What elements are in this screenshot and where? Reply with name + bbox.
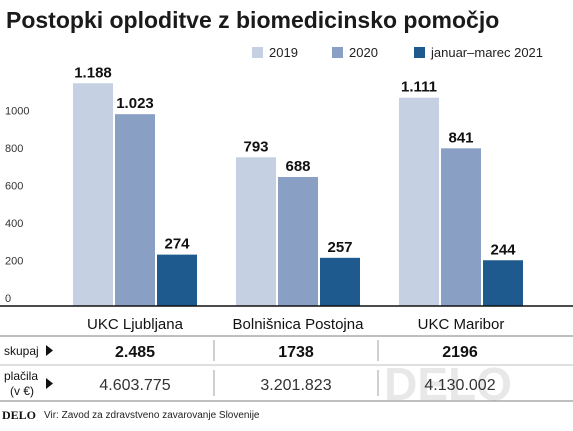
legend-label: 2020	[349, 45, 378, 60]
pay-row-label: plačila	[4, 369, 38, 383]
bar-2019-0	[73, 83, 113, 306]
bar-value-label: 257	[327, 239, 352, 256]
bar-value-label: 1.023	[116, 95, 154, 112]
y-tick-label: 600	[5, 181, 23, 193]
bar-2019-2	[399, 97, 439, 306]
legend-label: 2019	[269, 45, 298, 60]
bar-januar-marec-2021-2	[483, 260, 523, 306]
pay-value: 4.603.775	[99, 377, 170, 394]
bar-value-label: 274	[164, 236, 190, 253]
y-tick-label: 200	[5, 256, 23, 268]
y-tick-label: 800	[5, 143, 23, 155]
legend: 2019 2020 januar–marec 2021	[252, 45, 543, 60]
sum-values: 2.485 1738 2196	[115, 344, 478, 361]
legend-label: januar–marec 2021	[430, 45, 543, 60]
bar-2020-1	[278, 177, 318, 306]
y-tick-label: 0	[5, 293, 11, 305]
y-tick-label: 400	[5, 218, 23, 230]
bar-2020-0	[115, 114, 155, 306]
bar-group: 1.188 793 1.111 1.023 688 841 274 257 244	[73, 64, 523, 306]
bar-value-label: 244	[490, 241, 516, 258]
sum-value: 2196	[442, 344, 478, 361]
pay-values: 4.603.775 3.201.823 4.130.002	[99, 377, 495, 394]
chart-title: Postopki oploditve z biomedicinsko pomoč…	[6, 7, 499, 33]
bar-value-label: 841	[448, 129, 473, 146]
delo-logo: DELO	[2, 408, 36, 422]
bar-2020-2	[441, 148, 481, 306]
bar-value-label: 688	[285, 158, 310, 175]
bar-value-label: 793	[243, 138, 268, 155]
y-axis: 0 200 400 600 800 1000	[5, 106, 29, 306]
source-text: Vir: Zavod za zdravstveno zavarovanje Sl…	[44, 410, 260, 421]
sum-value: 2.485	[115, 344, 155, 361]
bar-januar-marec-2021-1	[320, 257, 360, 306]
sum-arrow-icon	[46, 345, 53, 356]
pay-value: 4.130.002	[424, 377, 495, 394]
category-labels: UKC Ljubljana Bolnišnica Postojna UKC Mari…	[87, 316, 504, 333]
category-label: UKC Maribor	[418, 316, 505, 333]
bar-2019-1	[236, 157, 276, 306]
pay-value: 3.201.823	[260, 377, 331, 394]
legend-swatch	[332, 47, 343, 58]
category-label: Bolnišnica Postojna	[233, 316, 365, 333]
pay-row-unit: (v €)	[10, 384, 34, 398]
bar-value-label: 1.188	[74, 64, 112, 81]
bar-januar-marec-2021-0	[157, 254, 197, 306]
category-label: UKC Ljubljana	[87, 316, 184, 333]
sum-row-label: skupaj	[4, 344, 39, 358]
y-tick-label: 1000	[5, 106, 29, 118]
legend-swatch	[414, 47, 425, 58]
sum-value: 1738	[278, 344, 314, 361]
bar-value-label: 1.111	[401, 79, 437, 96]
legend-swatch	[252, 47, 263, 58]
pay-arrow-icon	[46, 378, 53, 389]
